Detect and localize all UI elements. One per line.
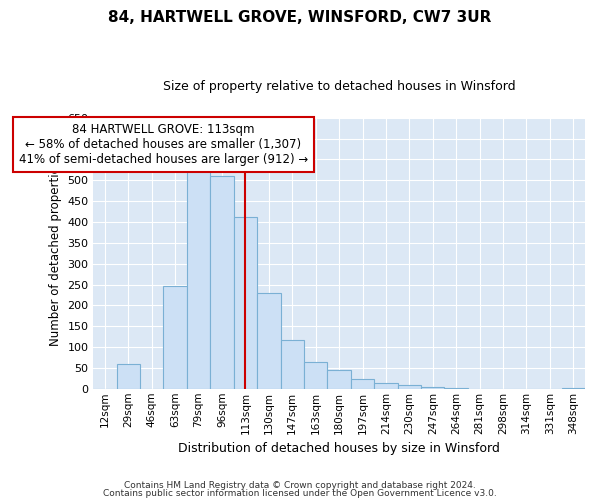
Bar	[398, 384, 421, 389]
Bar	[562, 388, 585, 389]
Bar	[257, 294, 281, 389]
Bar	[351, 379, 374, 389]
Text: Contains public sector information licensed under the Open Government Licence v3: Contains public sector information licen…	[103, 488, 497, 498]
Bar	[281, 340, 304, 389]
Bar	[421, 386, 445, 389]
Bar	[328, 370, 351, 389]
Title: Size of property relative to detached houses in Winsford: Size of property relative to detached ho…	[163, 80, 515, 93]
Bar	[163, 286, 187, 389]
Bar	[116, 364, 140, 389]
Bar	[210, 176, 234, 389]
Bar	[445, 388, 468, 389]
Bar	[234, 216, 257, 389]
Text: 84 HARTWELL GROVE: 113sqm
← 58% of detached houses are smaller (1,307)
41% of se: 84 HARTWELL GROVE: 113sqm ← 58% of detac…	[19, 123, 308, 166]
Y-axis label: Number of detached properties: Number of detached properties	[49, 160, 62, 346]
Text: 84, HARTWELL GROVE, WINSFORD, CW7 3UR: 84, HARTWELL GROVE, WINSFORD, CW7 3UR	[109, 10, 491, 25]
Bar	[187, 171, 210, 389]
Text: Contains HM Land Registry data © Crown copyright and database right 2024.: Contains HM Land Registry data © Crown c…	[124, 481, 476, 490]
Bar	[304, 362, 328, 389]
X-axis label: Distribution of detached houses by size in Winsford: Distribution of detached houses by size …	[178, 442, 500, 455]
Bar	[374, 384, 398, 389]
